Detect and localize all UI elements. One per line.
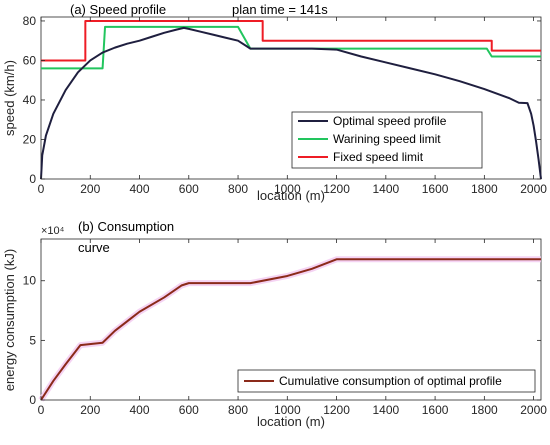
consumption-y-axis-label: energy consumption (kJ) bbox=[2, 249, 17, 391]
consumption-series-group bbox=[38, 256, 541, 402]
x-tick-label: 200 bbox=[80, 182, 100, 196]
legend-label: Cumulative consumption of optimal profil… bbox=[279, 374, 502, 388]
x-tick-label: 1200 bbox=[323, 182, 350, 196]
series-line-optimal-speed-profile bbox=[40, 26, 542, 180]
speed-axis-ticks: 0 200 400 600 800 1000 1200 1400 1600 1800 2000 0 20… bbox=[23, 14, 548, 196]
legend-label: Fixed speed limit bbox=[333, 150, 424, 164]
x-tick-label: 1200 bbox=[323, 403, 350, 417]
y-tick-label: 40 bbox=[23, 93, 37, 107]
plan-time-annotation: plan time = 141s bbox=[232, 2, 328, 17]
consumption-panel-title: (b) Consumption bbox=[78, 219, 174, 234]
x-tick-label: 0 bbox=[38, 182, 45, 196]
legend-label: Warining speed limit bbox=[333, 132, 441, 146]
x-tick-label: 600 bbox=[179, 182, 199, 196]
x-tick-label: 1000 bbox=[274, 182, 301, 196]
x-tick-label: 2000 bbox=[520, 182, 547, 196]
consumption-legend-box bbox=[237, 369, 536, 393]
x-tick-label: 1800 bbox=[471, 403, 498, 417]
y-tick-label: 10 bbox=[23, 274, 37, 288]
series-line-fixed-speed-limit bbox=[41, 19, 541, 62]
speed-profile-panel: (a) Speed profile plan time = 141s 0 200 4… bbox=[2, 2, 547, 203]
x-tick-label: 200 bbox=[80, 403, 100, 417]
x-tick-label: 2000 bbox=[520, 403, 547, 417]
y-tick-label: 80 bbox=[23, 14, 37, 28]
x-tick-label: 400 bbox=[130, 403, 150, 417]
x-tick-label: 800 bbox=[228, 403, 248, 417]
x-tick-label: 1000 bbox=[274, 403, 301, 417]
series-line-warining-speed-limit bbox=[41, 25, 541, 70]
x-tick-label: 1600 bbox=[422, 182, 449, 196]
consumption-legend: Cumulative consumption of optimal profil… bbox=[237, 369, 536, 393]
speed-series-group bbox=[40, 19, 542, 180]
consumption-axis-ticks: 0 200 400 600 800 1000 1200 1400 1600 1800 2000 0 5 1… bbox=[23, 239, 547, 417]
series-line-cumulative-consumption-of-optimal-profile bbox=[40, 258, 541, 401]
speed-y-axis-label: speed (km/h) bbox=[2, 60, 17, 136]
consumption-panel-title-line2: curve bbox=[78, 240, 110, 255]
consumption-x-axis-label: location (m) bbox=[257, 414, 325, 429]
x-tick-label: 600 bbox=[179, 403, 199, 417]
x-tick-label: 400 bbox=[130, 182, 150, 196]
legend-label: Optimal speed profile bbox=[333, 114, 447, 128]
speed-x-axis-label: location (m) bbox=[257, 188, 325, 203]
x-tick-label: 0 bbox=[38, 403, 45, 417]
x-tick-label: 1800 bbox=[471, 182, 498, 196]
y-tick-label: 60 bbox=[23, 53, 37, 67]
y-tick-label: 20 bbox=[23, 132, 37, 146]
y-tick-label: 5 bbox=[29, 333, 36, 347]
x-tick-label: 800 bbox=[228, 182, 248, 196]
speed-panel-title: (a) Speed profile bbox=[70, 2, 166, 17]
y-exponent-label: ×10⁴ bbox=[41, 225, 65, 237]
consumption-panel: (b) Consumption curve ×10⁴ 0 200 400 600 800… bbox=[2, 219, 547, 429]
x-tick-label: 1600 bbox=[422, 403, 449, 417]
x-tick-label: 1400 bbox=[372, 182, 399, 196]
y-tick-label: 0 bbox=[29, 172, 36, 186]
y-tick-label: 0 bbox=[29, 393, 36, 407]
x-tick-label: 1400 bbox=[372, 403, 399, 417]
speed-legend: Optimal speed profile Warining speed limi… bbox=[291, 111, 483, 169]
